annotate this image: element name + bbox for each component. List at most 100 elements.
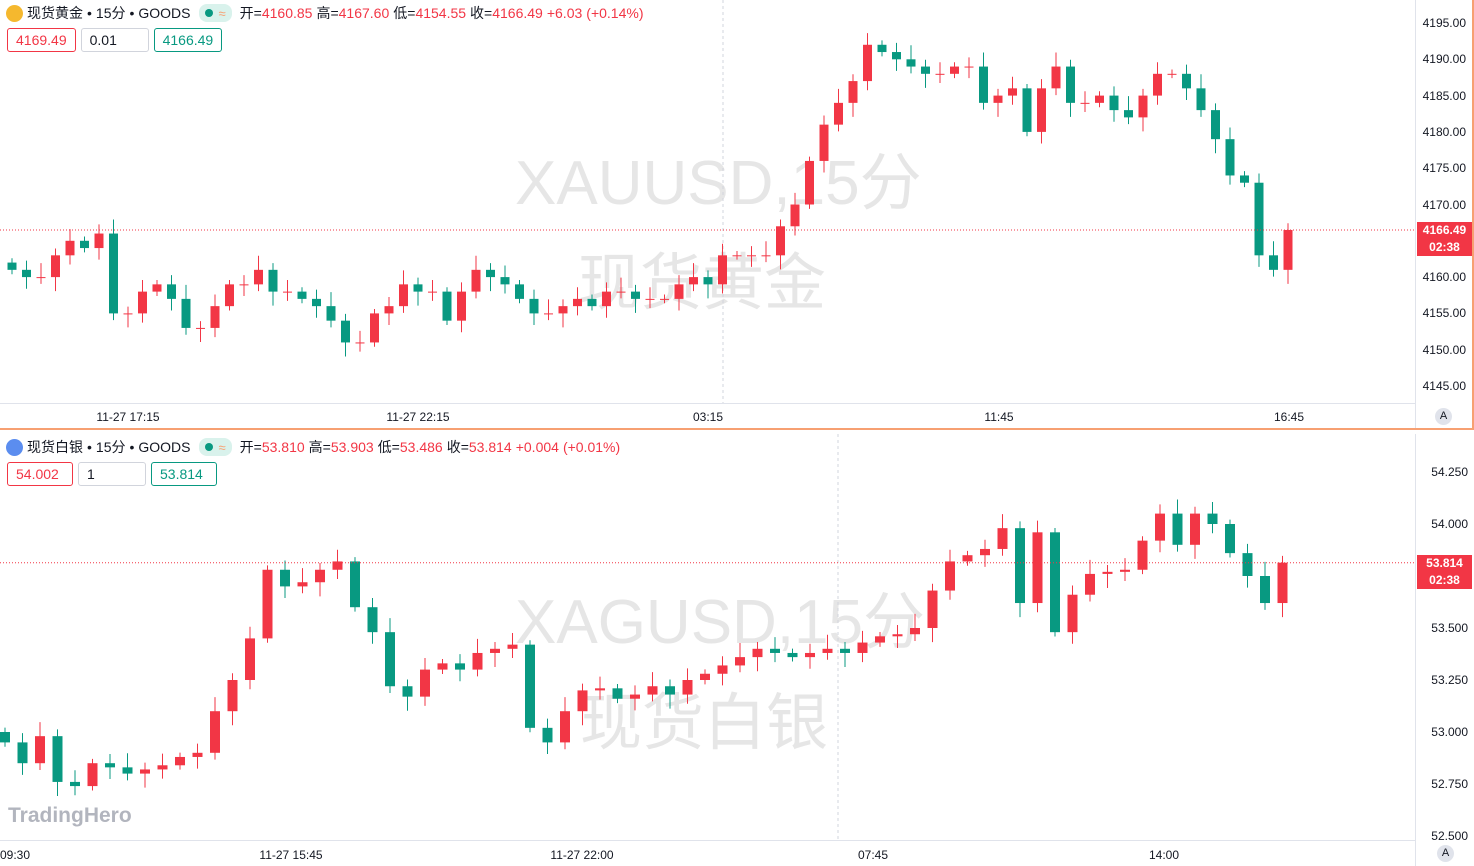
candle-body (87, 763, 98, 787)
market-status-badge: ≈ (198, 4, 232, 22)
approx-icon: ≈ (218, 5, 226, 21)
candle-body (805, 160, 814, 205)
symbol-legend: 现货黄金 • 15分 • GOODS ≈ 开= 4160.85 高= 4167.60 低… (6, 3, 643, 23)
candle-body (573, 298, 582, 307)
candle-body (1225, 524, 1235, 554)
candle-body (350, 561, 360, 608)
quantity-input[interactable]: 1 (78, 462, 146, 486)
change-percent: (+0.01%) (562, 439, 621, 455)
candle-body (1207, 513, 1218, 524)
candle-body (192, 752, 203, 757)
candle-body (560, 711, 570, 743)
gold-chart-pane[interactable]: XAUUSD,15分 现货黄金 现货黄金 • 15分 • GOODS ≈ 开= 416… (0, 0, 1474, 430)
candle-body (964, 66, 974, 68)
price-axis-divider (1415, 434, 1416, 866)
sell-button[interactable]: 54.002 (7, 462, 73, 486)
candle-body (1190, 513, 1200, 545)
candle-body (105, 763, 115, 768)
candle-body (558, 306, 568, 314)
time-tick-label: 16:45 (1273, 410, 1305, 424)
candle-body (1254, 182, 1264, 256)
time-tick-label: 11-27 15:45 (259, 848, 323, 862)
close-value: 53.814 (468, 439, 512, 455)
candle-body (490, 648, 500, 653)
candle-body (544, 313, 553, 315)
candle-body (326, 306, 336, 321)
candle-body (455, 663, 465, 670)
candle-body (312, 298, 321, 307)
candle-body (1172, 513, 1183, 545)
interval: 15分 (95, 5, 126, 21)
candle-body (399, 284, 408, 307)
change-value: +6.03 (546, 5, 583, 21)
candle-body (848, 81, 858, 103)
candle-body (7, 262, 17, 270)
candle-body (776, 226, 785, 256)
time-tick-label: 11-27 22:15 (386, 410, 450, 424)
candle-body (152, 284, 162, 292)
candle-body (65, 240, 75, 256)
candle-body (761, 255, 771, 257)
candle-body (732, 255, 742, 257)
candle-body (875, 636, 885, 643)
auto-scale-button[interactable]: A (1437, 845, 1454, 862)
candle-body (910, 628, 920, 635)
time-axis-divider (0, 840, 1416, 841)
candle-body (1080, 102, 1090, 104)
auto-scale-button[interactable]: A (1435, 408, 1452, 425)
bar-countdown: 02:38 (1429, 240, 1460, 254)
candle-body (367, 607, 378, 633)
candle-body (109, 233, 118, 314)
candle-body (297, 291, 307, 299)
candle-body (181, 298, 191, 328)
candle-body (1242, 553, 1253, 576)
candle-body (1182, 73, 1191, 89)
quantity-input[interactable]: 0.01 (80, 28, 149, 52)
candle-body (138, 291, 147, 314)
candle-body (805, 652, 815, 658)
candle-body (1211, 110, 1220, 140)
time-tick-label: 11-27 22:00 (550, 848, 614, 862)
candle-body (703, 277, 713, 285)
time-tick-label: 14:00 (1148, 848, 1180, 862)
tradinghero-logo: TradingHero (8, 804, 132, 827)
candle-body (1050, 532, 1060, 633)
high-value: 4167.60 (338, 5, 390, 21)
candle-body (254, 269, 263, 285)
candle-body (935, 73, 945, 75)
candle-body (645, 298, 655, 300)
candle-body (921, 66, 930, 74)
candle-body (413, 284, 423, 292)
candle-body (682, 680, 693, 695)
price-tick-label: 52.500 (1431, 829, 1468, 843)
price-tick-label: 54.000 (1431, 517, 1468, 531)
candle-body (945, 561, 955, 591)
candle-body (863, 44, 872, 82)
buy-button[interactable]: 53.814 (151, 462, 217, 486)
candle-body (892, 52, 901, 60)
symbol-name[interactable]: 现货黄金 (27, 5, 83, 21)
candle-body (906, 59, 916, 67)
last-price-tag: 4166.49 02:38 (1417, 222, 1472, 256)
candle-body (630, 694, 640, 699)
candle-body (892, 634, 903, 637)
buy-button[interactable]: 4166.49 (153, 28, 223, 52)
sell-button[interactable]: 4169.49 (7, 28, 76, 52)
time-tick-label: 07:45 (857, 848, 889, 862)
candle-body (587, 298, 597, 307)
candle-body (834, 102, 843, 125)
candle-body (70, 781, 80, 787)
exchange: GOODS (138, 5, 191, 21)
candle-body (315, 569, 325, 583)
gold-candles (0, 0, 1415, 403)
candle-body (442, 291, 452, 321)
symbol-name[interactable]: 现货白银 (27, 439, 83, 455)
silver-chart-pane[interactable]: XAGUSD,15分 现货白银 现货白银 • 15分 • GOODS ≈ 开= 53.… (0, 434, 1474, 866)
candle-body (927, 590, 938, 628)
price-tick-label: 52.750 (1431, 777, 1468, 791)
candle-body (437, 663, 448, 670)
high-value: 53.903 (330, 439, 374, 455)
candle-body (665, 686, 675, 695)
candle-body (1102, 571, 1113, 574)
candle-body (595, 688, 605, 691)
